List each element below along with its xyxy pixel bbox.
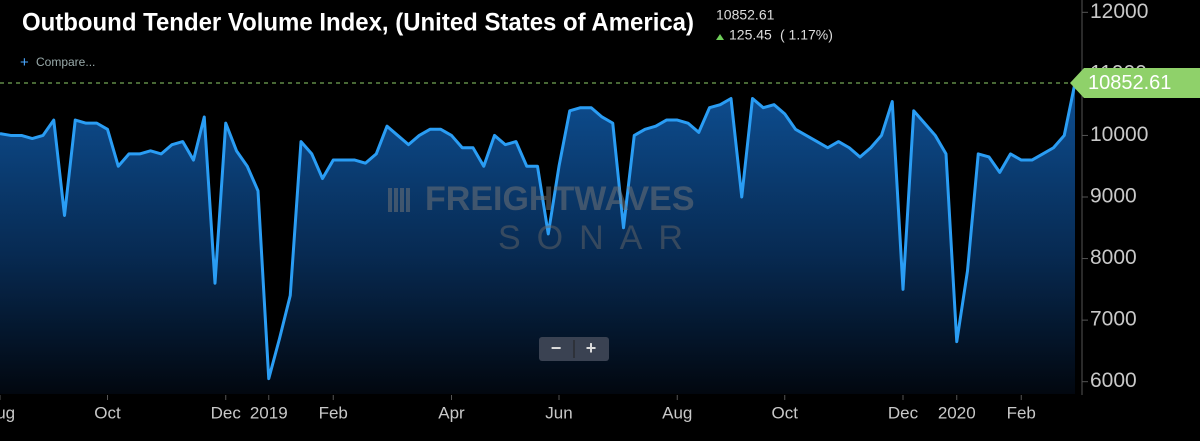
x-tick-label: Oct <box>772 403 799 422</box>
x-tick-label: Dec <box>888 403 919 422</box>
compare-button[interactable]: + Compare... <box>20 54 95 71</box>
compare-plus: + <box>20 54 29 71</box>
y-tick-label: 8000 <box>1090 246 1137 269</box>
x-tick-label: 2019 <box>250 403 288 422</box>
x-tick-label: Oct <box>94 403 121 422</box>
zoom-in[interactable]: + <box>586 338 597 358</box>
compare-label: Compare... <box>36 55 95 69</box>
zoom-out[interactable]: − <box>551 338 562 358</box>
y-tick-label: 6000 <box>1090 369 1137 392</box>
change-percent: ( 1.17%) <box>780 27 833 43</box>
last-value: 10852.61 <box>716 7 775 23</box>
x-tick-label: 2020 <box>938 403 976 422</box>
watermark: FREIGHTWAVES SONAR <box>388 180 699 257</box>
x-tick-label: Feb <box>1007 403 1036 422</box>
zoom-control: − + <box>539 337 609 361</box>
line <box>0 82 1077 381</box>
chart-title: Outbound Tender Volume Index, (United St… <box>22 9 694 37</box>
x-tick-label: Jun <box>545 403 572 422</box>
current-value-label: 10852.61 <box>1088 72 1171 94</box>
y-tick-label: 10000 <box>1090 123 1148 146</box>
x-tick-label: Apr <box>438 403 465 422</box>
x-tick-label: Aug <box>662 403 692 422</box>
y-tick-label: 9000 <box>1090 185 1137 208</box>
watermark-text: FREIGHTWAVES <box>425 180 695 218</box>
watermark-logo <box>388 188 410 212</box>
x-tick-label: Dec <box>211 403 242 422</box>
y-tick-label: 12000 <box>1090 0 1148 23</box>
up-arrow <box>716 34 724 40</box>
area-fill <box>0 82 1075 394</box>
watermark-text: SONAR <box>498 219 699 257</box>
x-tick-label: Feb <box>319 403 348 422</box>
change: 125.45 <box>729 27 772 43</box>
x-tick-label: Aug <box>0 403 15 422</box>
y-tick-label: 7000 <box>1090 308 1137 331</box>
current-value-tag <box>1070 67 1200 98</box>
